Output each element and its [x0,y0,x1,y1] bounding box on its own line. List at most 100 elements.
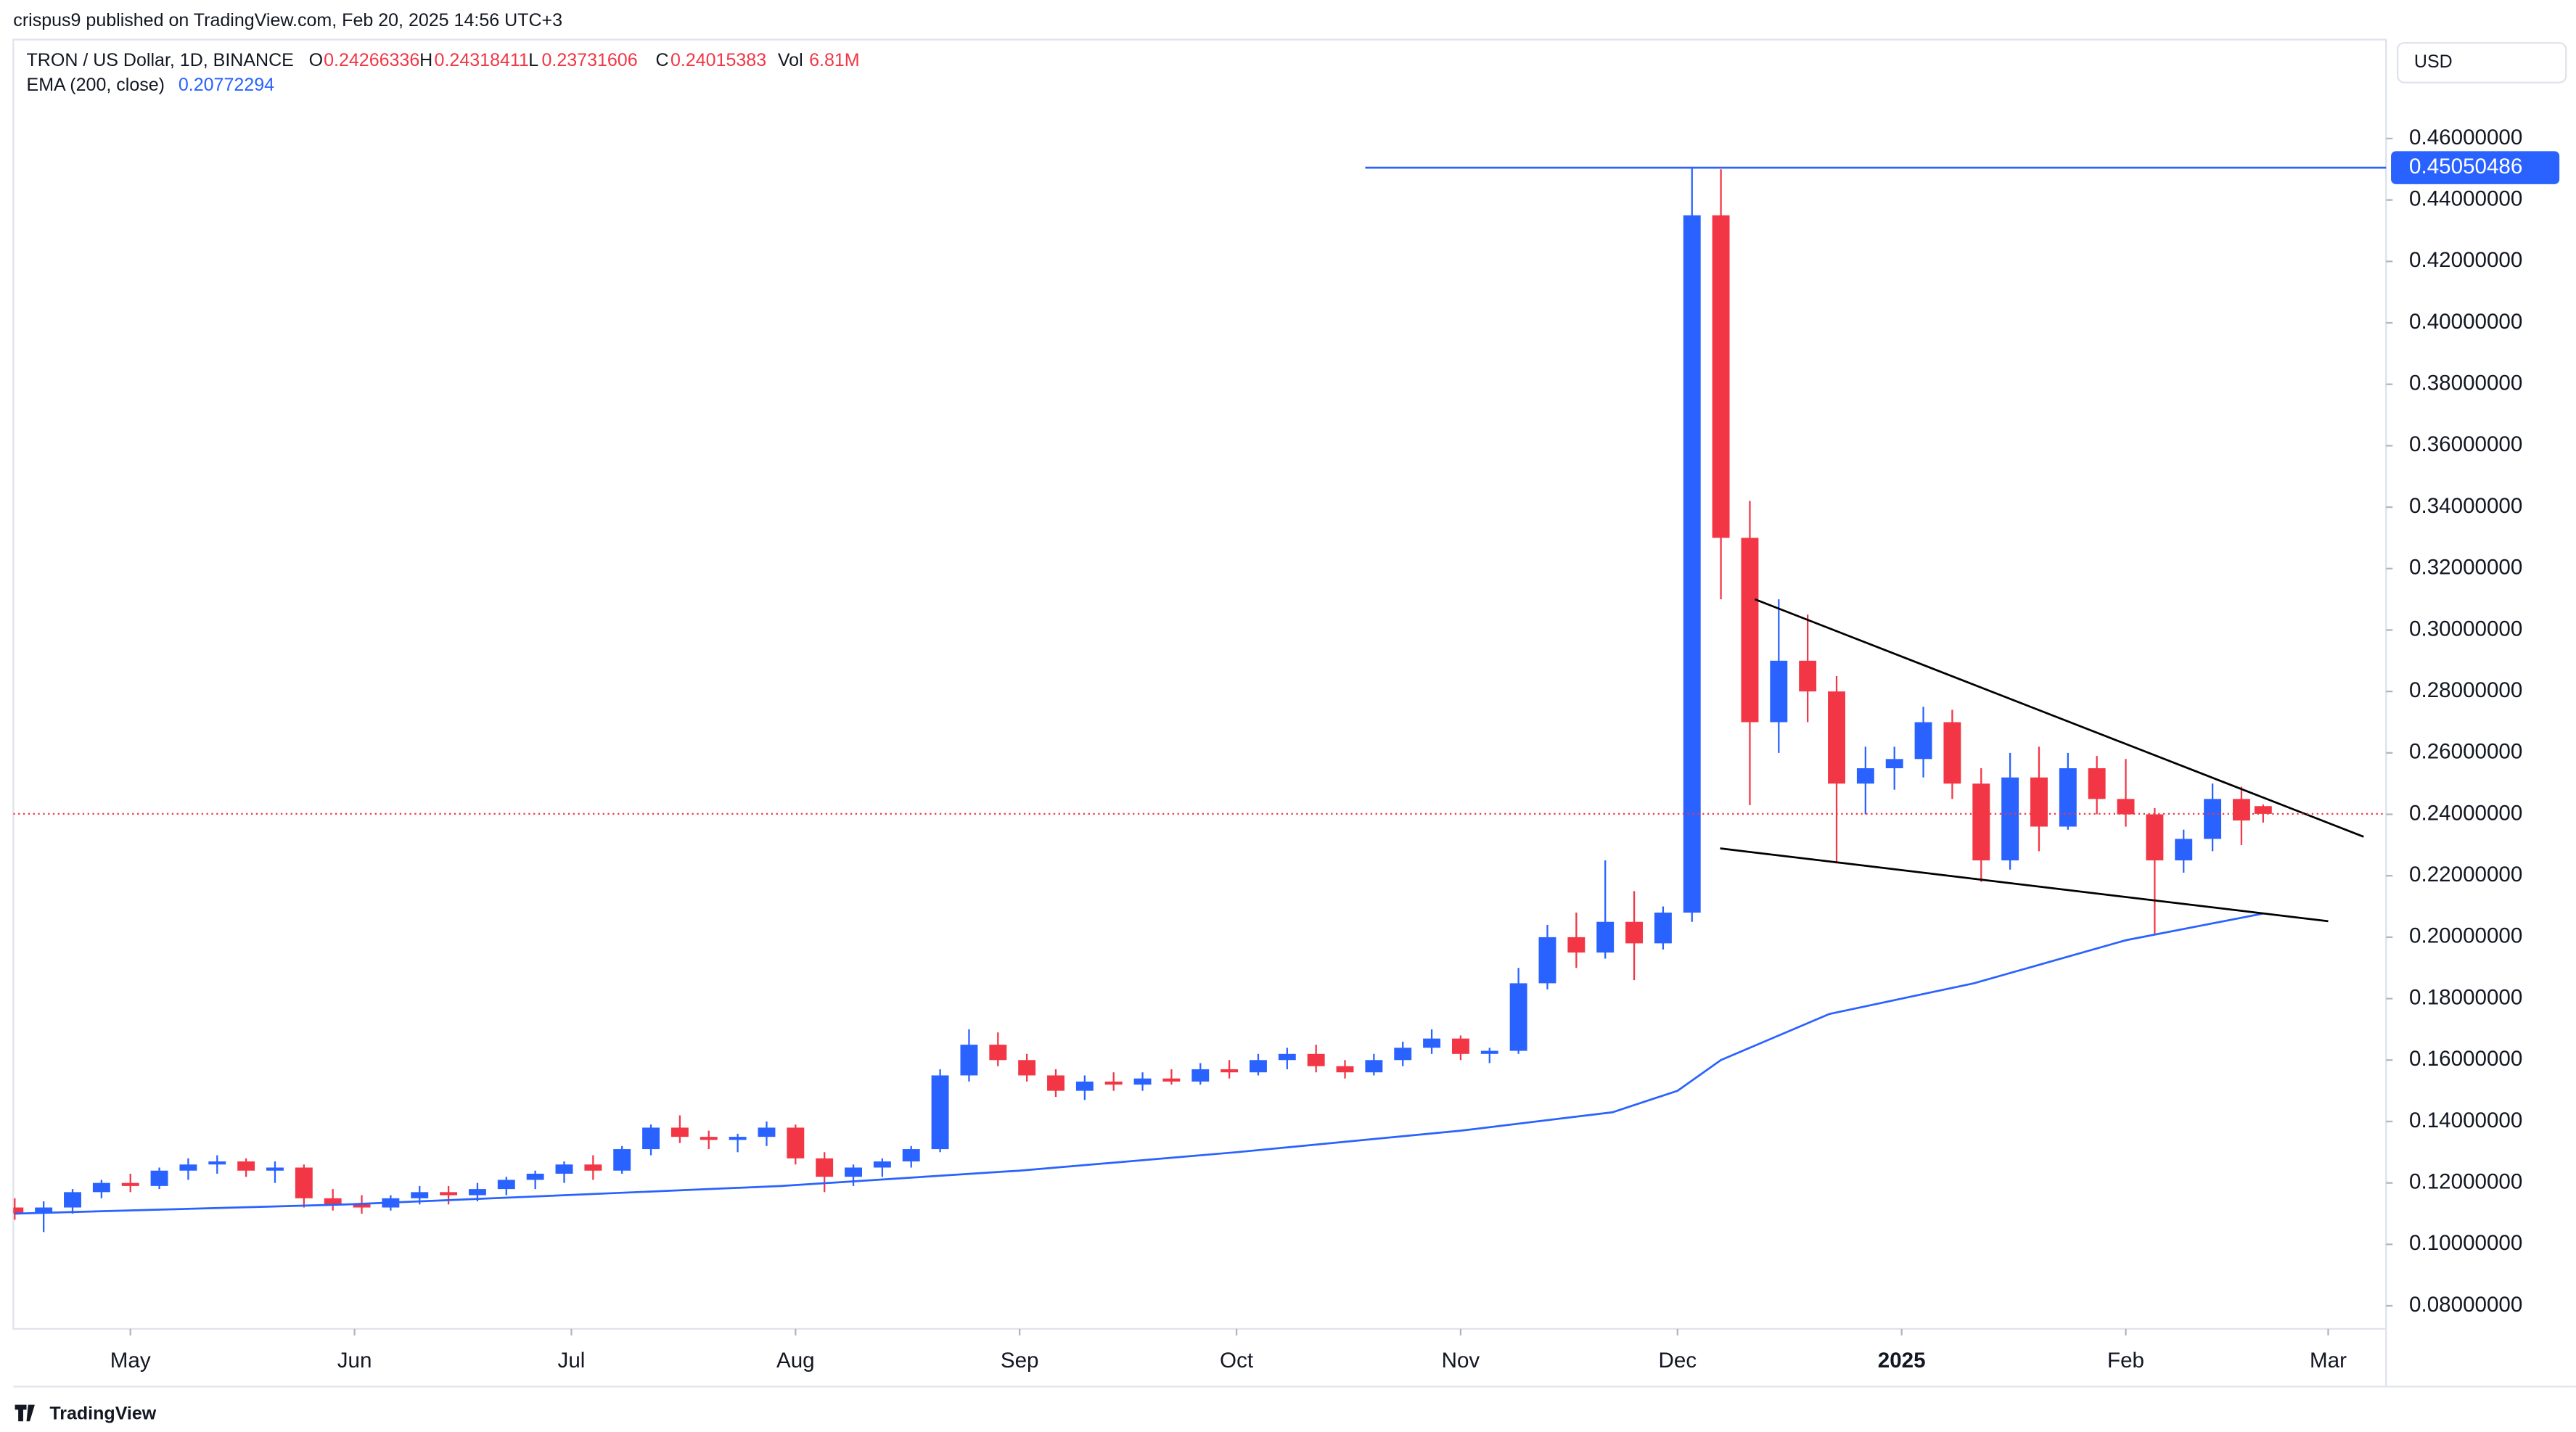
x-tick-label: Aug [776,1349,815,1373]
ema-line [15,912,2264,1215]
candle-body [1799,660,1817,692]
x-tick-label: Jul [558,1349,586,1373]
c-value: 0.24015383 [670,50,766,70]
candle-body [1712,215,1730,538]
brand: TradingView [49,1404,156,1424]
candle-body [497,1180,515,1190]
candle-body [1365,1060,1383,1073]
candle-body [150,1170,168,1186]
candle-body [1943,722,1961,784]
candle-body [787,1127,805,1159]
y-tick-label: 0.14000000 [2409,1108,2522,1132]
candle-body [1221,1069,1239,1073]
plot-area [13,168,2387,1233]
currency[interactable]: USD [2414,52,2453,72]
y-tick-label: 0.32000000 [2409,556,2522,580]
y-tick-label: 0.28000000 [2409,678,2522,702]
candle-body [2254,806,2272,814]
candle-body [2204,799,2222,839]
candle-body [1885,759,1903,769]
price-label-box [2391,151,2560,184]
candle-body [411,1192,429,1198]
candle-body [670,1127,689,1137]
x-tick-label: Feb [2107,1349,2144,1373]
candle-body [555,1164,573,1174]
y-tick-label: 0.42000000 [2409,248,2522,272]
y-tick-label: 0.34000000 [2409,494,2522,518]
h-value: 0.24318411 [435,50,529,70]
vol-value: 6.81M [809,50,860,70]
candle-body [266,1167,284,1171]
l-label: L [528,50,538,70]
candle-body [845,1167,862,1177]
x-tick-label: Sep [1001,1349,1039,1373]
candle-body [1394,1048,1412,1061]
candle-body [1162,1078,1181,1082]
candle-body [1104,1081,1123,1085]
ema-value: 0.20772294 [179,75,274,95]
candle-body [613,1149,631,1171]
o-value: 0.24266336 [324,50,419,70]
y-tick-label: 0.12000000 [2409,1169,2522,1193]
candle-body [440,1192,458,1196]
x-tick-label: Jun [337,1349,372,1373]
candle-body [1828,691,1845,784]
candle-body [1423,1038,1441,1048]
candle-body [1018,1060,1036,1076]
candle-body [64,1192,81,1208]
logo [15,1404,35,1422]
candle-body [179,1164,197,1171]
candle-body [816,1158,834,1177]
candle-body [2088,768,2106,799]
x-tick-label: May [110,1349,151,1373]
l-value: 0.23731606 [541,50,637,70]
candle-body [295,1167,313,1198]
candle-body [353,1204,371,1208]
c-label: C [655,50,668,70]
candle-body [1654,913,1672,944]
vol-label: Vol [778,50,803,70]
candle-body [2117,799,2135,815]
candle-body [873,1161,891,1168]
candle-body [2175,839,2193,861]
y-tick-label: 0.24000000 [2409,801,2522,825]
trendline [1720,847,2329,923]
candle-body [1538,937,1556,984]
candle-body [642,1127,660,1150]
candle-body [468,1189,486,1196]
x-tick-label: Oct [1220,1349,1253,1373]
candle-body [729,1137,747,1140]
candle-body [1596,921,1615,953]
currency-box[interactable] [2397,42,2567,83]
candle-body [526,1173,544,1180]
x-tick-label: Mar [2310,1349,2347,1373]
y-tick-label: 0.44000000 [2409,186,2522,210]
ema-label: EMA (200, close) [27,75,165,95]
candle-body [1047,1075,1065,1091]
candle-body [92,1182,110,1193]
trendline [1754,598,2364,838]
candle-body [1278,1053,1296,1061]
candle-body [1480,1050,1498,1054]
y-tick-label: 0.26000000 [2409,740,2522,764]
candle-body [1972,783,1990,861]
candle-body [2030,777,2048,827]
candle-body [1856,768,1874,784]
x-tick-label: Dec [1659,1349,1697,1373]
candle-body [989,1045,1007,1061]
y-tick-label: 0.18000000 [2409,985,2522,1009]
candle-body [2059,768,2077,827]
y-tick-label: 0.08000000 [2409,1293,2522,1317]
candle-body [758,1127,776,1137]
y-tick-label: 0.20000000 [2409,924,2522,948]
candle-body [960,1045,978,1076]
candle-body [1741,538,1759,723]
y-tick-label: 0.36000000 [2409,432,2522,456]
candle-body [208,1161,226,1165]
symbol: TRON / US Dollar, 1D, BINANCE [27,50,294,70]
h-label: H [419,50,432,70]
candle-body [1625,921,1644,944]
